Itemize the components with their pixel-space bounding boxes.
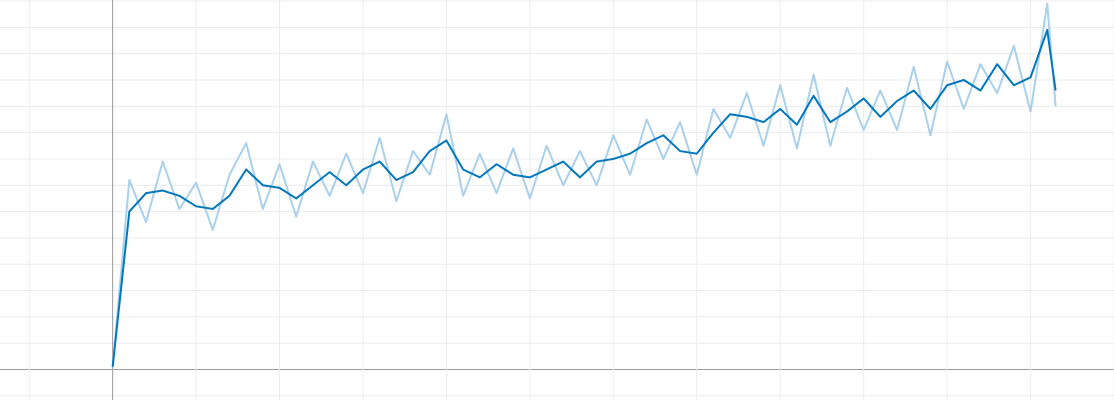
series-line — [111, 29, 1057, 367]
